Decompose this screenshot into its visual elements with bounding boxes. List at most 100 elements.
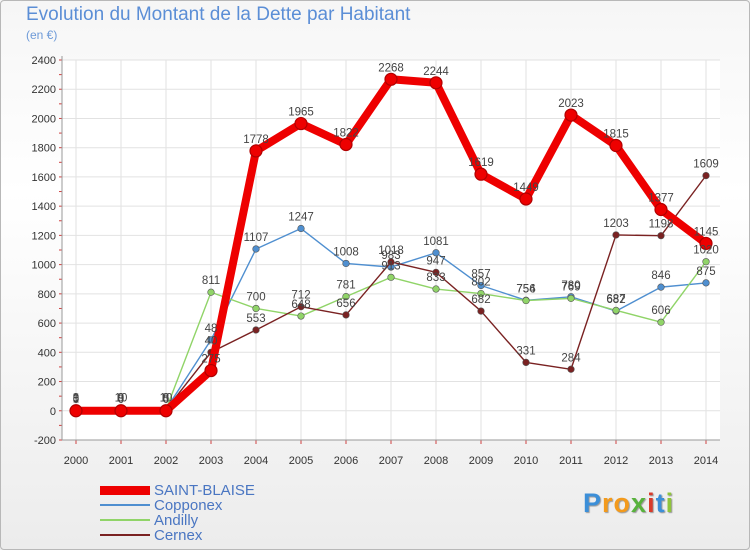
data-point-copponex: [432, 249, 440, 257]
data-point-saint-blaise: [339, 137, 353, 152]
data-point-saint-blaise: [609, 138, 623, 153]
data-point-saint-blaise: [204, 363, 218, 378]
data-label-andilly: 811: [202, 275, 220, 287]
data-label-andilly: 802: [471, 277, 490, 289]
x-tick-label: 2009: [469, 455, 493, 467]
data-point-andilly: [342, 293, 350, 301]
data-point-saint-blaise: [654, 202, 668, 217]
data-label-andilly: 833: [426, 272, 445, 284]
data-label-saint-blaise: 2268: [378, 62, 404, 74]
data-label-andilly: 648: [291, 299, 310, 311]
data-label-andilly: 8: [163, 393, 169, 405]
data-label-copponex: 682: [606, 294, 625, 306]
data-point-saint-blaise: [384, 72, 398, 86]
data-label-cernex: 284: [561, 352, 581, 364]
x-tick-label: 2013: [649, 455, 673, 467]
y-tick-label: 1600: [32, 172, 56, 184]
data-label-cernex: 1018: [378, 245, 404, 257]
data-point-saint-blaise: [519, 192, 533, 206]
axis-layer: -200020040060080010001200140016001800200…: [32, 55, 720, 467]
x-tick-label: 2001: [109, 455, 133, 467]
data-point-cernex: [522, 358, 530, 366]
y-tick-label: 2400: [32, 55, 56, 67]
data-point-cernex: [612, 231, 620, 239]
brand-letter: i: [665, 488, 675, 518]
data-point-andilly: [432, 285, 440, 293]
data-label-andilly: 1020: [693, 245, 719, 257]
data-label-copponex: 10: [115, 392, 128, 404]
data-label-copponex: 1247: [288, 212, 314, 224]
data-label-saint-blaise: 1377: [648, 193, 674, 205]
data-point-saint-blaise: [474, 167, 488, 181]
x-tick-label: 2005: [289, 455, 313, 467]
data-label-copponex: 875: [696, 266, 715, 278]
unit-label: (en €): [26, 28, 58, 42]
data-point-saint-blaise: [699, 236, 713, 251]
data-point-andilly: [207, 288, 215, 296]
data-point-saint-blaise: [69, 404, 83, 418]
x-tick-label: 2000: [64, 455, 88, 467]
brand-letter: r: [602, 488, 614, 518]
data-point-andilly: [252, 304, 260, 313]
data-label-saint-blaise: 1822: [333, 127, 359, 139]
data-point-andilly: [387, 273, 395, 281]
data-label-saint-blaise: 0: [163, 394, 169, 406]
data-label-cernex: 947: [426, 255, 445, 267]
y-tick-label: 2000: [32, 113, 56, 125]
data-label-saint-blaise: 1965: [288, 107, 314, 119]
data-label-andilly: 687: [606, 293, 625, 305]
data-point-cernex: [657, 232, 665, 240]
data-label-copponex: 1081: [423, 236, 449, 248]
data-point-andilly: [522, 296, 530, 305]
data-label-cernex: 1609: [693, 159, 719, 171]
data-label-saint-blaise: 1449: [513, 182, 539, 194]
chart-title: Evolution du Montant de la Dette par Hab…: [26, 4, 411, 25]
data-point-cernex: [252, 326, 260, 334]
legend-swatch-andilly: [100, 519, 150, 521]
y-tick-label: 200: [38, 377, 56, 389]
brand-letter: x: [631, 488, 648, 518]
brand-letter: t: [655, 488, 666, 518]
data-point-copponex: [252, 245, 260, 253]
data-point-andilly: [567, 294, 575, 302]
x-tick-label: 2012: [604, 455, 628, 467]
data-label-copponex: 9: [73, 392, 79, 404]
y-tick-label: 1400: [32, 201, 56, 213]
legend-label-andilly: Andilly: [154, 512, 199, 529]
brand-logo: Proxiti: [583, 488, 674, 519]
line-chart: -200020040060080010001200140016001800200…: [32, 55, 720, 467]
x-tick-label: 2002: [154, 455, 178, 467]
data-label-saint-blaise: 1619: [468, 157, 494, 169]
data-point-saint-blaise: [249, 144, 263, 158]
data-label-cernex: 9: [118, 392, 124, 404]
data-label-cernex: 8: [163, 393, 169, 405]
data-point-copponex: [342, 259, 350, 268]
data-point-saint-blaise: [429, 76, 443, 90]
data-label-cernex: 1: [73, 394, 79, 406]
data-label-andilly: 781: [336, 280, 355, 292]
data-label-saint-blaise: 1778: [243, 134, 269, 146]
data-point-cernex: [477, 307, 485, 315]
data-label-cernex: 1198: [649, 219, 674, 231]
data-label-andilly: 606: [651, 305, 670, 317]
data-label-andilly: 9: [118, 392, 124, 404]
data-label-andilly: 913: [381, 260, 400, 272]
legend-swatch-saint-blaise: [100, 486, 150, 495]
x-tick-label: 2014: [694, 455, 718, 467]
data-label-saint-blaise: 2023: [558, 98, 584, 110]
data-label-saint-blaise: 1815: [603, 129, 629, 141]
data-label-copponex: 10: [160, 392, 173, 404]
legend-swatch-cernex: [100, 534, 150, 536]
data-label-cernex: 682: [471, 294, 490, 306]
y-tick-label: 600: [38, 318, 56, 330]
x-tick-label: 2007: [379, 455, 403, 467]
data-point-andilly: [702, 258, 710, 266]
y-tick-label: 1200: [32, 230, 56, 242]
y-tick-label: 2200: [32, 84, 56, 96]
x-tick-label: 2010: [514, 455, 538, 467]
data-label-andilly: 769: [561, 281, 580, 293]
brand-letter: P: [583, 488, 603, 518]
y-tick-label: 1800: [32, 143, 56, 155]
data-point-cernex: [432, 268, 440, 276]
